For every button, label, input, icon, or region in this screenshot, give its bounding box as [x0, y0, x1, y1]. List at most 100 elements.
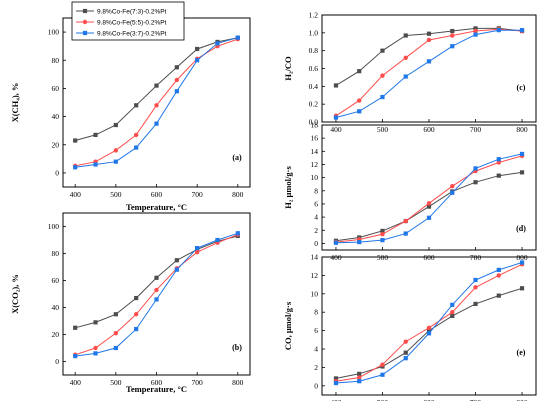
- y-tick-label: 20: [52, 140, 60, 149]
- data-point: [357, 371, 362, 376]
- data-point: [93, 351, 98, 356]
- y-tick-label: 14: [311, 253, 319, 262]
- chart-panel-4: 400 500 600 700 800 0 2 4 6 8 10 12 14 16 18 H₂ μmol/g·…: [283, 121, 537, 262]
- series-line: [75, 235, 238, 329]
- data-point: [496, 293, 501, 298]
- data-point: [154, 287, 159, 293]
- series-line: [335, 155, 523, 243]
- data-point: [519, 286, 525, 291]
- data-point: [357, 69, 362, 74]
- data-point: [154, 297, 159, 302]
- data-point: [215, 41, 220, 46]
- data-point: [450, 183, 455, 189]
- y-tick-label: 20: [52, 330, 60, 339]
- data-point: [235, 35, 240, 40]
- data-point: [357, 98, 362, 103]
- data-point: [113, 159, 118, 164]
- data-point: [113, 148, 119, 153]
- data-point: [357, 109, 362, 114]
- data-point: [519, 28, 525, 33]
- data-point: [426, 37, 432, 43]
- data-point: [496, 160, 501, 165]
- data-point: [93, 132, 98, 137]
- data-point: [496, 173, 501, 178]
- x-tick-label: 600: [423, 398, 435, 401]
- y-tick-label: 60: [52, 276, 60, 285]
- y-tick-label: 8: [314, 186, 318, 195]
- y-tick-label: 40: [52, 303, 60, 312]
- data-point: [426, 31, 432, 36]
- y-tick-label: 80: [52, 56, 60, 65]
- data-point: [473, 301, 478, 307]
- y-tick-label: 2: [314, 226, 318, 235]
- panel-label: (a): [232, 153, 242, 162]
- series-line: [75, 38, 238, 167]
- data-point: [195, 46, 200, 52]
- data-point: [113, 312, 118, 317]
- data-point: [496, 273, 501, 278]
- data-point: [403, 55, 408, 60]
- data-point: [496, 157, 501, 162]
- data-point: [473, 285, 478, 290]
- data-point: [380, 362, 385, 367]
- data-point: [133, 132, 139, 138]
- data-point: [113, 345, 118, 351]
- data-point: [403, 356, 408, 361]
- y-tick-label: 100: [48, 222, 60, 231]
- data-point: [154, 121, 159, 126]
- data-point: [357, 379, 362, 384]
- legend-label: 9.8%Co-Fe(3:7)-0.2%Pt: [97, 30, 167, 37]
- data-point: [333, 115, 339, 120]
- data-point: [496, 28, 501, 33]
- series-line: [335, 27, 523, 86]
- data-point: [473, 26, 478, 31]
- y-tick-label: 1.2: [309, 11, 319, 20]
- y-tick-label: 8: [314, 308, 318, 317]
- data-point: [380, 228, 385, 234]
- data-point: [174, 258, 179, 263]
- y-tick-label: 0.0: [309, 118, 319, 127]
- data-point: [174, 89, 179, 94]
- data-point: [450, 44, 455, 49]
- series-line: [75, 232, 238, 357]
- legend-marker: [82, 8, 88, 14]
- x-tick-label: 500: [377, 398, 389, 401]
- data-point: [333, 380, 339, 386]
- x-tick-label: 400: [70, 378, 82, 387]
- y-tick-label: 80: [52, 249, 60, 258]
- data-point: [519, 151, 525, 157]
- data-point: [426, 59, 432, 64]
- data-point: [519, 260, 525, 265]
- y-tick-label: 14: [311, 147, 319, 156]
- x-tick-label: 700: [192, 378, 204, 387]
- y-tick-label: 100: [48, 28, 60, 37]
- data-point: [113, 330, 119, 336]
- legend: 9.8%Co-Fe(7:3)-0.2%Pt 9.8%Co-Fe(5:5)-0.2%…: [71, 1, 185, 41]
- series-line: [335, 263, 523, 382]
- data-point: [73, 325, 78, 330]
- data-point: [450, 302, 455, 307]
- data-point: [473, 277, 478, 283]
- panel-label: (b): [232, 343, 242, 352]
- x-tick-label: 600: [151, 378, 163, 387]
- data-point: [426, 328, 432, 333]
- plot-frame: [62, 17, 251, 188]
- data-point: [93, 345, 98, 351]
- chart-panel-1: 400 500 600 700 800 0 20 40 60 80 100 Temperature, …: [10, 17, 251, 212]
- y-tick-label: 60: [52, 84, 60, 93]
- y-tick-label: 12: [311, 160, 319, 169]
- series-line: [335, 153, 523, 244]
- plot-frame: [62, 212, 251, 376]
- panel-label: (e): [517, 348, 526, 357]
- data-point: [73, 165, 78, 170]
- data-point: [134, 103, 139, 108]
- x-tick-label: 400: [70, 190, 82, 199]
- data-point: [195, 58, 200, 63]
- y-tick-label: 4: [314, 345, 318, 354]
- data-point: [450, 313, 455, 318]
- data-point: [357, 240, 362, 245]
- data-point: [174, 267, 179, 272]
- y-axis-label: H₂/CO: [283, 56, 293, 81]
- y-tick-label: 0.4: [309, 82, 319, 91]
